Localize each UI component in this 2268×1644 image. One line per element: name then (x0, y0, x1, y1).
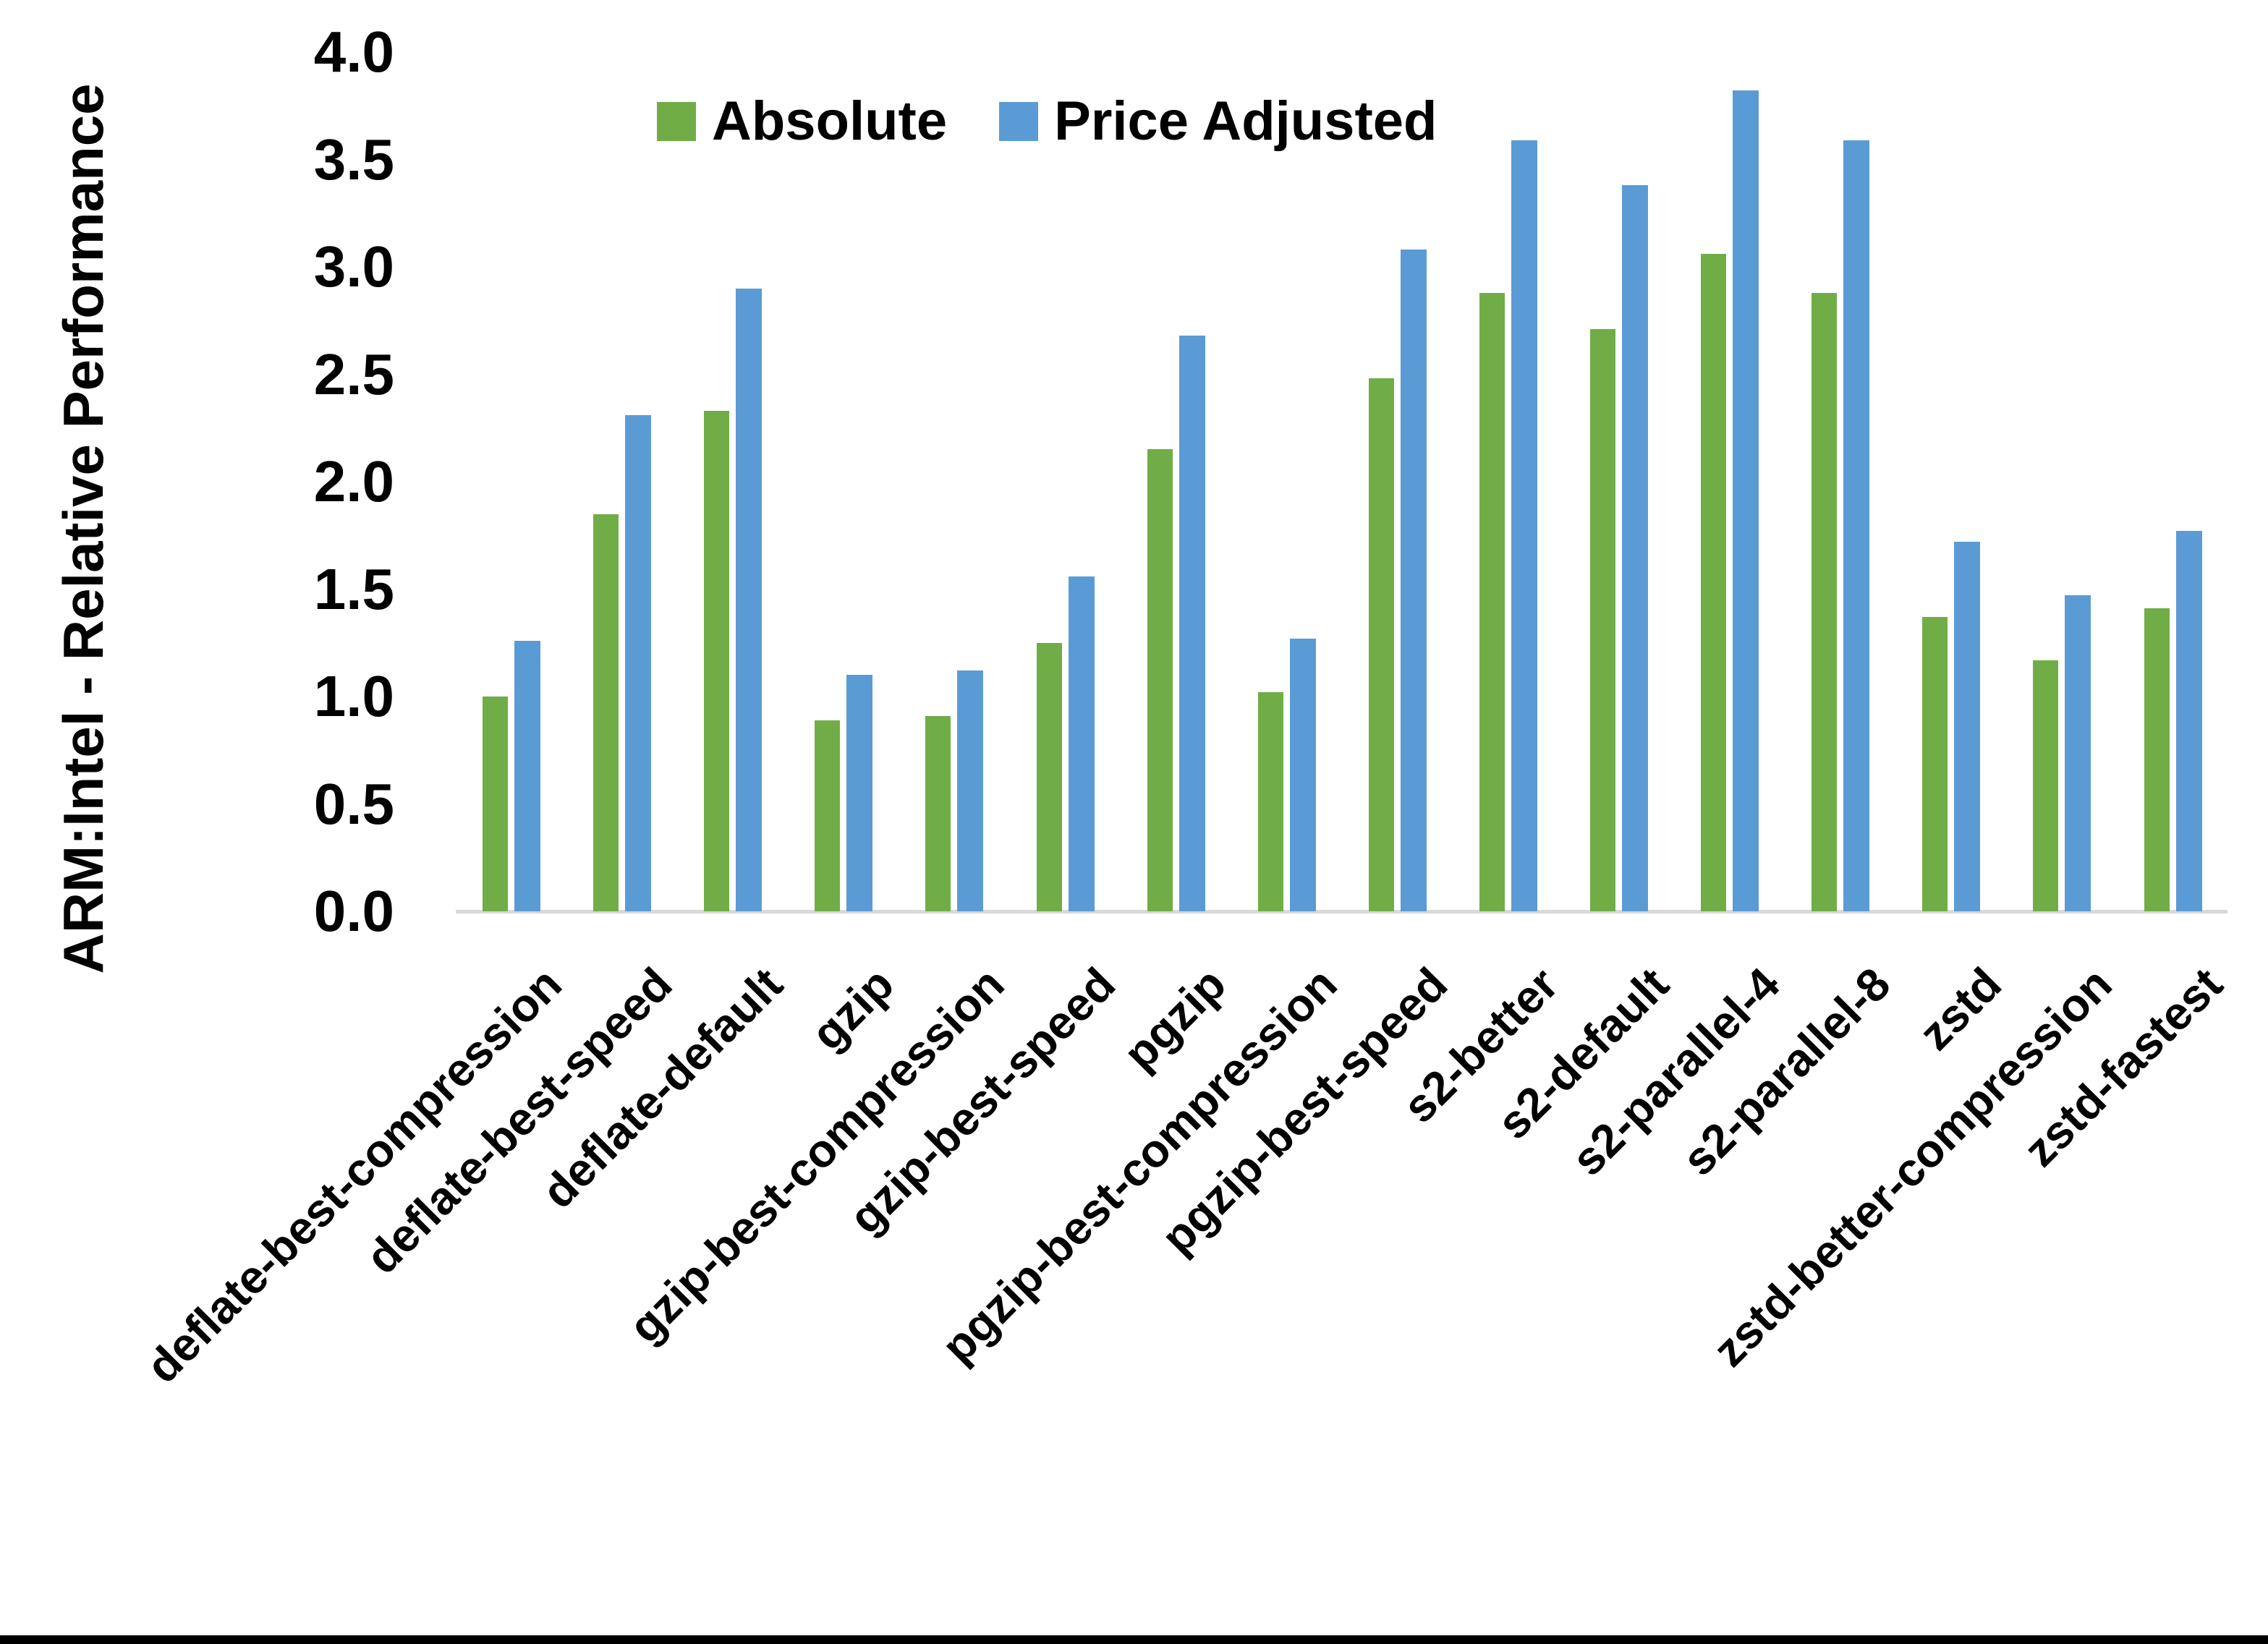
bar-absolute-pgzip (1147, 449, 1173, 911)
bar-absolute-s2-default (1590, 329, 1615, 911)
x-axis-line (456, 910, 2227, 913)
legend-label-price-adjusted: Price Adjusted (1054, 90, 1437, 152)
bar-price-adjusted-pgzip-best-compression (1289, 638, 1316, 911)
bar-price-adjusted-pgzip (1178, 336, 1205, 911)
bar-absolute-gzip-best-speed (1036, 642, 1062, 911)
bar-price-adjusted-zstd (1954, 542, 1981, 911)
bar-absolute-deflate-best-compression (483, 697, 508, 911)
bar-absolute-pgzip-best-speed (1368, 378, 1394, 911)
y-axis-title: ARM:Intel - Relative Performance (51, 83, 115, 974)
x-label-deflate-best-compression: deflate-best-compression (135, 958, 572, 1393)
y-tick-label-1.5: 1.5 (313, 556, 394, 621)
legend-item-price-adjusted: Price Adjusted (999, 93, 1437, 150)
bar-price-adjusted-gzip (846, 675, 873, 911)
bar-absolute-s2-parallel-4 (1701, 254, 1727, 911)
bar-price-adjusted-zstd-better-compression (2065, 595, 2091, 911)
bar-price-adjusted-deflate-best-speed (625, 414, 652, 911)
bar-absolute-deflate-best-speed (593, 514, 619, 911)
bar-price-adjusted-s2-default (1622, 185, 1648, 911)
y-tick-label-3.5: 3.5 (313, 127, 394, 192)
bar-price-adjusted-deflate-default (736, 288, 763, 911)
legend-item-absolute: Absolute (657, 93, 947, 150)
bar-price-adjusted-s2-parallel-4 (1733, 90, 1759, 911)
bar-price-adjusted-deflate-best-compression (514, 640, 540, 911)
bar-absolute-deflate-default (704, 410, 730, 911)
bar-price-adjusted-s2-parallel-8 (1843, 140, 1870, 911)
y-tick-label-0.5: 0.5 (313, 771, 394, 836)
bar-price-adjusted-pgzip-best-speed (1400, 250, 1427, 911)
bar-absolute-zstd-fastest (2144, 608, 2170, 911)
bar-absolute-gzip-best-compression (925, 715, 951, 911)
y-tick-label-2.0: 2.0 (313, 449, 394, 514)
bar-absolute-s2-better (1479, 292, 1505, 911)
bar-absolute-zstd (1922, 617, 1948, 911)
y-tick-label-1.0: 1.0 (313, 664, 394, 728)
legend-swatch-price-adjusted (999, 102, 1039, 141)
legend: Absolute Price Adjusted (657, 93, 1437, 150)
bar-price-adjusted-s2-better (1511, 140, 1537, 911)
legend-label-absolute: Absolute (712, 90, 948, 152)
bar-absolute-zstd-better-compression (2033, 660, 2059, 911)
y-tick-label-4.0: 4.0 (313, 20, 394, 84)
bar-absolute-gzip (815, 720, 841, 911)
bar-absolute-pgzip-best-compression (1257, 692, 1283, 911)
y-tick-label-0.0: 0.0 (313, 879, 394, 943)
bar-price-adjusted-zstd-fastest (2175, 531, 2202, 911)
page-bottom-border (0, 1635, 2268, 1644)
bar-price-adjusted-gzip-best-compression (957, 670, 984, 911)
bar-price-adjusted-gzip-best-speed (1068, 576, 1095, 911)
y-tick-label-3.0: 3.0 (313, 234, 394, 299)
y-tick-label-2.5: 2.5 (313, 341, 394, 406)
legend-swatch-absolute (657, 102, 696, 141)
bar-absolute-s2-parallel-8 (1812, 292, 1838, 911)
